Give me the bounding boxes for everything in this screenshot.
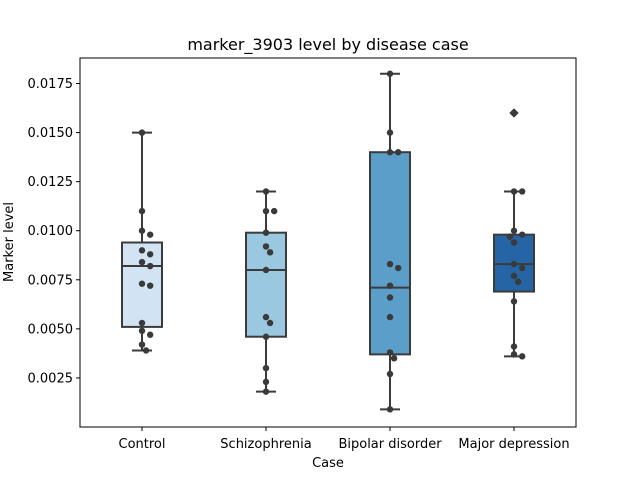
box xyxy=(369,151,411,356)
data-point xyxy=(386,282,394,289)
data-point xyxy=(138,258,146,266)
data-point xyxy=(138,247,146,254)
data-point xyxy=(262,229,270,236)
data-point xyxy=(386,313,394,321)
data-point xyxy=(138,129,146,136)
data-point xyxy=(266,249,274,256)
data-point xyxy=(510,188,518,195)
data-point xyxy=(386,70,394,77)
data-point xyxy=(138,341,146,348)
x-axis-title: Case xyxy=(312,456,344,471)
data-point xyxy=(510,239,518,246)
data-point xyxy=(262,188,270,195)
data-point xyxy=(386,349,394,356)
data-point xyxy=(390,355,398,362)
data-point xyxy=(142,347,150,354)
x-tick-label: Schizophrenia xyxy=(220,437,311,452)
data-point xyxy=(394,264,402,272)
data-point xyxy=(386,406,394,413)
y-tick-label: 0.0050 xyxy=(28,322,74,337)
data-point xyxy=(146,331,154,338)
data-point xyxy=(262,313,270,321)
x-tick-label: Control xyxy=(119,437,166,452)
data-point xyxy=(386,129,394,136)
y-axis-title: Marker level xyxy=(2,202,17,282)
data-point xyxy=(262,388,270,395)
data-point xyxy=(270,207,278,215)
data-point xyxy=(262,243,270,250)
data-point xyxy=(146,282,154,289)
chart-title: marker_3903 level by disease case xyxy=(187,35,468,55)
y-tick-label: 0.0150 xyxy=(28,126,74,141)
data-point xyxy=(146,251,154,258)
data-point xyxy=(262,378,270,386)
box-group xyxy=(369,72,411,411)
data-point xyxy=(514,278,522,285)
box-group xyxy=(245,190,287,393)
data-point xyxy=(386,149,394,156)
data-point xyxy=(510,109,518,117)
plot-area xyxy=(121,70,535,413)
data-point xyxy=(386,370,394,378)
data-point xyxy=(510,298,518,305)
y-tick-label: 0.0175 xyxy=(28,77,74,92)
data-point xyxy=(510,227,518,234)
data-point xyxy=(146,231,154,238)
data-point xyxy=(138,319,146,327)
y-tick-label: 0.0100 xyxy=(28,224,74,239)
data-point xyxy=(262,207,270,215)
data-point xyxy=(262,266,270,274)
plot-frame xyxy=(79,57,577,428)
data-point xyxy=(386,260,394,268)
data-point xyxy=(262,364,270,372)
data-point xyxy=(138,207,146,215)
data-point xyxy=(146,262,154,270)
y-axis: 0.0025 0.0050 0.0075 0.0100 0.0125 0.0150 0.01… xyxy=(28,77,80,386)
x-tick-label: Bipolar disorder xyxy=(338,437,442,452)
data-point xyxy=(518,353,526,360)
x-tick-label: Major depression xyxy=(458,437,569,452)
data-point xyxy=(510,351,518,358)
data-point xyxy=(510,272,518,280)
data-point xyxy=(394,149,402,156)
data-point xyxy=(518,188,526,195)
data-point xyxy=(266,319,274,327)
data-point xyxy=(518,264,526,272)
data-point xyxy=(518,231,526,238)
data-point xyxy=(510,343,518,350)
data-point xyxy=(506,233,514,240)
y-tick-label: 0.0125 xyxy=(28,175,74,190)
data-point xyxy=(386,294,394,301)
x-axis: Control Schizophrenia Bipolar disorder Majo… xyxy=(119,427,570,452)
y-tick-label: 0.0075 xyxy=(28,273,74,288)
data-point xyxy=(138,280,146,287)
data-point xyxy=(510,260,518,268)
data-point xyxy=(138,327,146,335)
box-group xyxy=(121,131,163,352)
data-point xyxy=(262,333,270,340)
data-point xyxy=(138,227,146,234)
y-tick-label: 0.0025 xyxy=(28,371,74,386)
